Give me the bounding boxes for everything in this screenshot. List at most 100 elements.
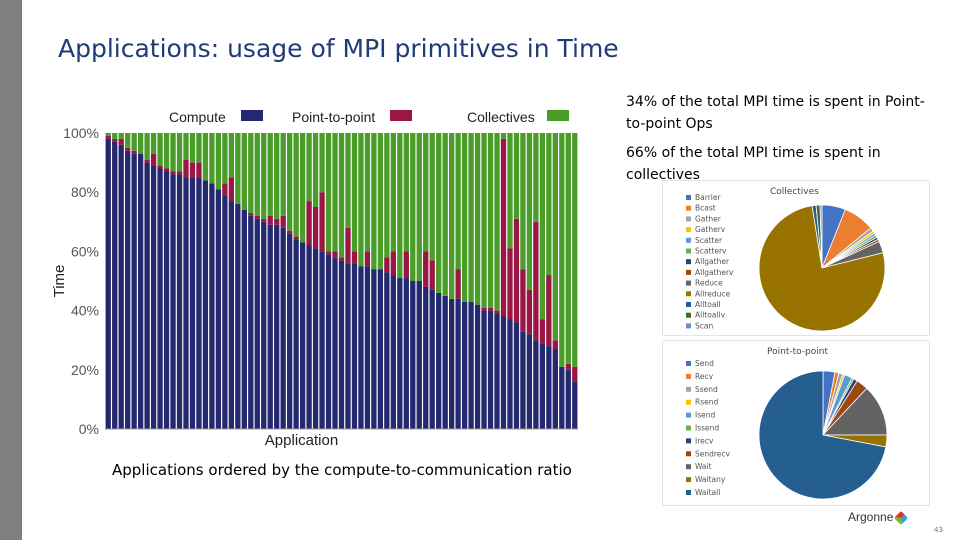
bar-compute (539, 343, 546, 429)
bar-collectives (546, 133, 552, 276)
bar-compute (131, 153, 137, 429)
bar-compute (325, 254, 332, 429)
bar-p2p (565, 363, 571, 370)
pie-legend-label: Allreduce (695, 289, 730, 298)
pie-legend-swatch (686, 464, 691, 470)
bar-p2p (280, 215, 286, 228)
bar-collectives (513, 133, 520, 219)
bar-compute (461, 301, 468, 429)
y-tick-label: 100% (63, 125, 99, 141)
bar-compute (209, 183, 215, 429)
bar-p2p (319, 192, 325, 252)
y-tick-label: 0% (79, 421, 99, 437)
bar-compute (150, 165, 157, 429)
pie-legend-swatch (686, 195, 691, 200)
bar-p2p (125, 147, 131, 151)
bar-collectives (312, 133, 319, 207)
bar-collectives (241, 133, 247, 210)
bar-p2p (274, 218, 280, 225)
bar-compute (125, 150, 131, 429)
bar-collectives (325, 133, 332, 252)
pie-slice (758, 370, 887, 500)
bar-collectives (384, 133, 390, 258)
y-tick-label: 60% (71, 243, 99, 259)
pie-legend-label: Gather (695, 214, 722, 223)
bar-collectives (287, 133, 293, 231)
bar-collectives (176, 133, 183, 172)
bar-compute (474, 304, 481, 429)
bar-compute (332, 257, 338, 429)
bar-compute (280, 227, 286, 429)
pie-legend-swatch (686, 312, 691, 318)
bar-p2p (429, 260, 435, 290)
legend-label: Point-to-point (292, 109, 375, 125)
bar-p2p (150, 153, 157, 166)
bar-p2p (118, 138, 124, 145)
bar-p2p (228, 177, 235, 202)
bar-p2p (131, 150, 137, 154)
bar-compute (416, 281, 422, 429)
bar-collectives (507, 133, 513, 249)
bar-p2p (390, 251, 396, 276)
bar-collectives (196, 133, 202, 163)
bar-collectives (267, 133, 273, 216)
bar-collectives (118, 133, 124, 139)
bar-compute (299, 242, 306, 429)
bar-p2p (248, 212, 254, 216)
bar-compute (384, 272, 390, 429)
y-tick-label: 20% (71, 362, 99, 378)
bar-p2p (500, 138, 507, 317)
bar-collectives (539, 133, 546, 320)
bar-collectives (526, 133, 533, 290)
pie-legend-swatch (686, 438, 691, 444)
pie-legend-label: Scatterv (695, 247, 727, 256)
bar-p2p (157, 165, 163, 169)
bar-compute (436, 292, 442, 429)
bar-p2p (526, 289, 533, 335)
bar-collectives (189, 133, 196, 163)
bar-compute (118, 144, 124, 429)
bar-compute (235, 204, 241, 429)
bar-compute (163, 171, 170, 429)
note-p2p: 34% of the total MPI time is spent in Po… (626, 94, 925, 132)
pie-title: Point-to-point (767, 347, 828, 357)
bar-p2p (572, 366, 578, 382)
bar-collectives (468, 133, 474, 302)
bar-compute (520, 331, 526, 429)
bar-collectives (125, 133, 131, 148)
pie-legend-swatch (686, 361, 691, 366)
bar-compute (241, 209, 247, 429)
bar-collectives (345, 133, 351, 228)
bar-p2p (332, 251, 338, 258)
bar-compute (546, 346, 552, 429)
bar-compute (222, 195, 228, 429)
bar-compute (442, 295, 448, 429)
bar-p2p (112, 138, 118, 142)
bar-compute (364, 266, 371, 429)
bar-collectives (105, 133, 111, 136)
bar-compute (481, 310, 487, 429)
pie-legend-label: Sendrecv (695, 449, 731, 458)
bar-compute (572, 381, 578, 429)
bar-compute (423, 286, 429, 429)
pie-legend-label: Scatter (695, 236, 723, 245)
bar-collectives (261, 133, 267, 219)
bar-compute (500, 316, 507, 429)
bar-compute (196, 177, 202, 429)
bar-p2p (552, 340, 558, 350)
bar-compute (377, 269, 384, 429)
bar-p2p (403, 251, 409, 279)
bar-collectives (163, 133, 170, 169)
bar-collectives (274, 133, 280, 219)
bar-compute (455, 298, 461, 429)
bar-collectives (403, 133, 409, 252)
bar-collectives (423, 133, 429, 252)
bar-p2p (364, 251, 371, 267)
bar-collectives (481, 133, 487, 308)
bar-p2p (345, 227, 351, 264)
bar-compute (468, 301, 474, 429)
pie-legend-label: Wait (695, 462, 712, 471)
bar-p2p (487, 307, 494, 311)
bar-compute (228, 201, 235, 429)
bar-collectives (377, 133, 384, 270)
